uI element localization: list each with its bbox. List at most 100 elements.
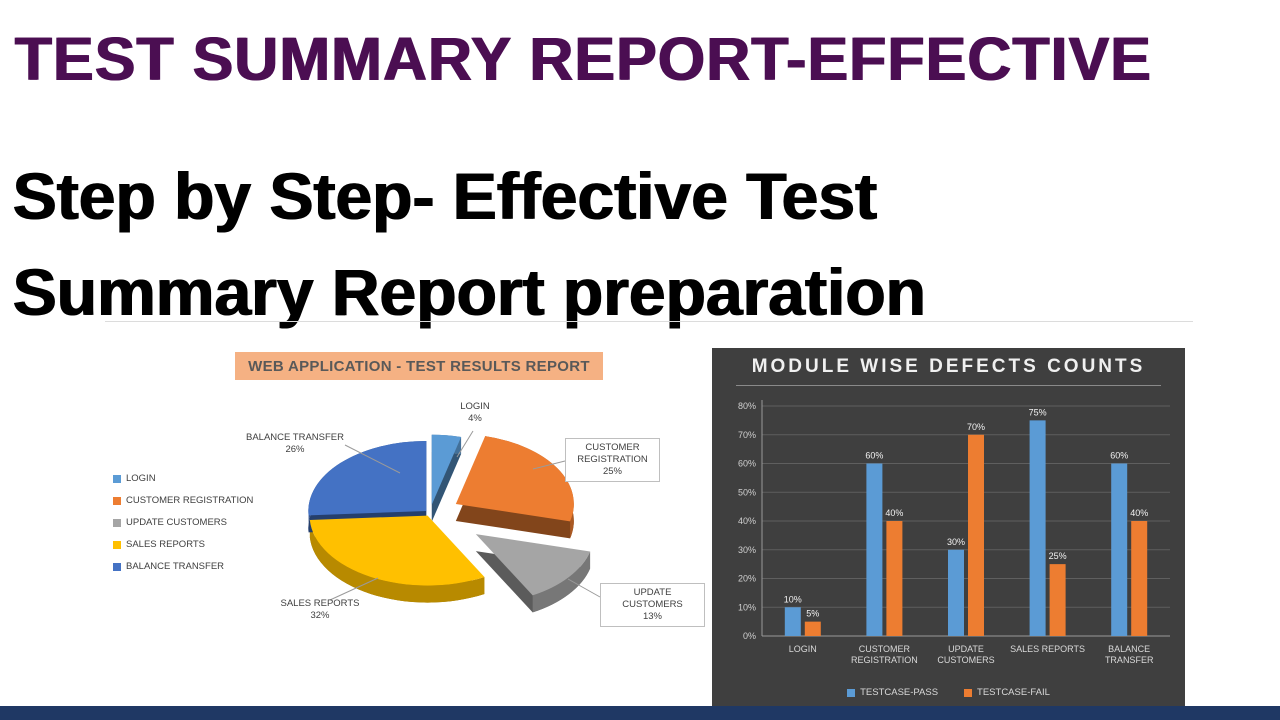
pie-slice xyxy=(455,436,574,522)
pie-slice-side xyxy=(532,551,591,613)
legend-marker xyxy=(847,688,856,697)
y-tick-label: 30% xyxy=(738,545,756,555)
bar-data-label: 40% xyxy=(1130,508,1148,518)
legend-item: CUSTOMER REGISTRATION xyxy=(113,495,253,506)
bar xyxy=(968,434,984,636)
y-tick-label: 50% xyxy=(738,487,756,497)
bar xyxy=(948,549,964,636)
x-category-label: LOGIN xyxy=(789,644,817,654)
pie-slice-label: SALES REPORTS 32% xyxy=(275,598,365,622)
bottom-bar xyxy=(0,706,1280,720)
pie-chart-panel: WEB APPLICATION - TEST RESULTS REPORT LO… xyxy=(95,345,707,660)
callout-line xyxy=(344,444,401,474)
bar-data-label: 60% xyxy=(1110,451,1128,461)
bar xyxy=(1029,420,1046,636)
pie-slice-side xyxy=(309,519,485,603)
y-tick-label: 0% xyxy=(743,631,756,641)
callout-line xyxy=(567,578,601,598)
pie-callout-lines xyxy=(329,430,601,601)
bar xyxy=(1131,521,1148,636)
x-category-label: CUSTOMERS xyxy=(937,655,994,665)
pie-slice-label-value: 13% xyxy=(642,611,662,622)
y-tick-label: 70% xyxy=(738,430,756,440)
pie-slice xyxy=(309,515,485,586)
bar-data-label: 30% xyxy=(947,537,965,547)
bar xyxy=(804,621,821,636)
bar-data-label: 5% xyxy=(806,609,819,619)
legend-label: SALES REPORTS xyxy=(126,539,206,550)
y-tick-label: 40% xyxy=(738,516,756,526)
bar xyxy=(1049,564,1066,636)
bar-chart-title: MODULE WISE DEFECTS COUNTS xyxy=(736,356,1161,386)
pie-slice-label-name: UPDATE CUSTOMERS xyxy=(622,587,683,610)
x-category-label: BALANCE xyxy=(1108,644,1150,654)
bar-legend: TESTCASE-PASS TESTCASE-FAIL xyxy=(712,687,1185,698)
pie-slice-label-name: BALANCE TRANSFER xyxy=(245,432,344,443)
legend-marker xyxy=(964,688,973,697)
legend-marker xyxy=(113,496,121,505)
pie-chart-title: WEB APPLICATION - TEST RESULTS REPORT xyxy=(235,352,603,380)
divider-line xyxy=(105,321,1193,322)
pie-slice xyxy=(308,440,427,516)
pie-slice-label-name: LOGIN xyxy=(460,401,490,412)
legend-item: LOGIN xyxy=(113,473,253,484)
pie-slice-label-value: 32% xyxy=(310,610,330,621)
legend-label: TESTCASE-PASS xyxy=(860,687,939,698)
x-category-label: CUSTOMER xyxy=(859,644,911,654)
subtitle-line-1: Step by Step- Effective Test xyxy=(12,159,877,233)
callout-line xyxy=(456,430,474,458)
bar-data-label: 40% xyxy=(885,508,903,518)
bar xyxy=(784,607,801,636)
legend-marker xyxy=(113,518,121,527)
bar-data-label: 70% xyxy=(967,422,985,432)
bar-data-label: 75% xyxy=(1029,407,1047,417)
bar-chart-panel: MODULE WISE DEFECTS COUNTS 0% 10% 20% 30% 40… xyxy=(712,348,1185,706)
y-tick-label: 60% xyxy=(738,459,756,469)
legend-item: SALES REPORTS xyxy=(113,539,253,550)
pie-slice-label-name: SALES REPORTS xyxy=(280,598,360,609)
pie-chart-svg xyxy=(308,430,601,613)
legend-item: UPDATE CUSTOMERS xyxy=(113,517,253,528)
y-tick-label: 10% xyxy=(738,602,756,612)
x-category-label: UPDATE xyxy=(948,644,984,654)
pie-slice-label: BALANCE TRANSFER 26% xyxy=(245,432,345,456)
bar-data-label: 60% xyxy=(865,451,883,461)
pie-top-layer xyxy=(308,434,591,596)
legend-label: UPDATE CUSTOMERS xyxy=(126,517,227,528)
pie-slice-label: UPDATE CUSTOMERS 13% xyxy=(600,583,705,627)
pie-slice-label: CUSTOMER REGISTRATION 25% xyxy=(565,438,660,482)
pie-labels-layer: LOGIN 4% CUSTOMER REGISTRATION 25% UPDATE CU… xyxy=(95,345,707,660)
pie-slice-label-value: 26% xyxy=(285,444,305,455)
subtitle-line-2: Summary Report preparation xyxy=(12,255,926,329)
legend-label: CUSTOMER REGISTRATION xyxy=(126,495,254,506)
bar-data-label: 25% xyxy=(1049,551,1067,561)
legend-marker xyxy=(113,540,121,549)
pie-slice xyxy=(431,434,462,505)
x-category-label: REGISTRATION xyxy=(851,655,918,665)
legend-label: LOGIN xyxy=(126,473,156,484)
bar-chart-svg: 0% 10% 20% 30% 40% 50% 60% 70% 80% 10% 5% LOGIN 60% 4… xyxy=(738,400,1170,665)
legend-label: BALANCE TRANSFER xyxy=(126,561,225,572)
callout-line xyxy=(329,577,379,601)
x-category-label: SALES REPORTS xyxy=(1010,644,1085,654)
pie-slice-label-name: CUSTOMER REGISTRATION xyxy=(577,442,648,465)
legend-marker xyxy=(113,562,121,571)
callout-line xyxy=(532,460,566,470)
bar-data-label: 10% xyxy=(784,594,802,604)
pie-slice-label-value: 4% xyxy=(468,413,482,424)
legend-item: TESTCASE-FAIL xyxy=(964,687,1050,698)
y-tick-label: 20% xyxy=(738,574,756,584)
x-category-label: TRANSFER xyxy=(1105,655,1154,665)
pie-legend: LOGIN CUSTOMER REGISTRATION UPDATE CUSTOME… xyxy=(113,473,253,572)
pie-slice-label-value: 25% xyxy=(602,466,622,477)
legend-item: TESTCASE-PASS xyxy=(847,687,938,698)
y-tick-label: 80% xyxy=(738,401,756,411)
bar xyxy=(1111,463,1128,636)
pie-slice-label: LOGIN 4% xyxy=(440,401,510,425)
legend-label: TESTCASE-FAIL xyxy=(977,687,1050,698)
subtitle: Step by Step- Effective Test Summary Rep… xyxy=(12,148,925,340)
legend-item: BALANCE TRANSFER xyxy=(113,561,253,572)
bar xyxy=(866,463,883,636)
bar xyxy=(886,521,903,636)
